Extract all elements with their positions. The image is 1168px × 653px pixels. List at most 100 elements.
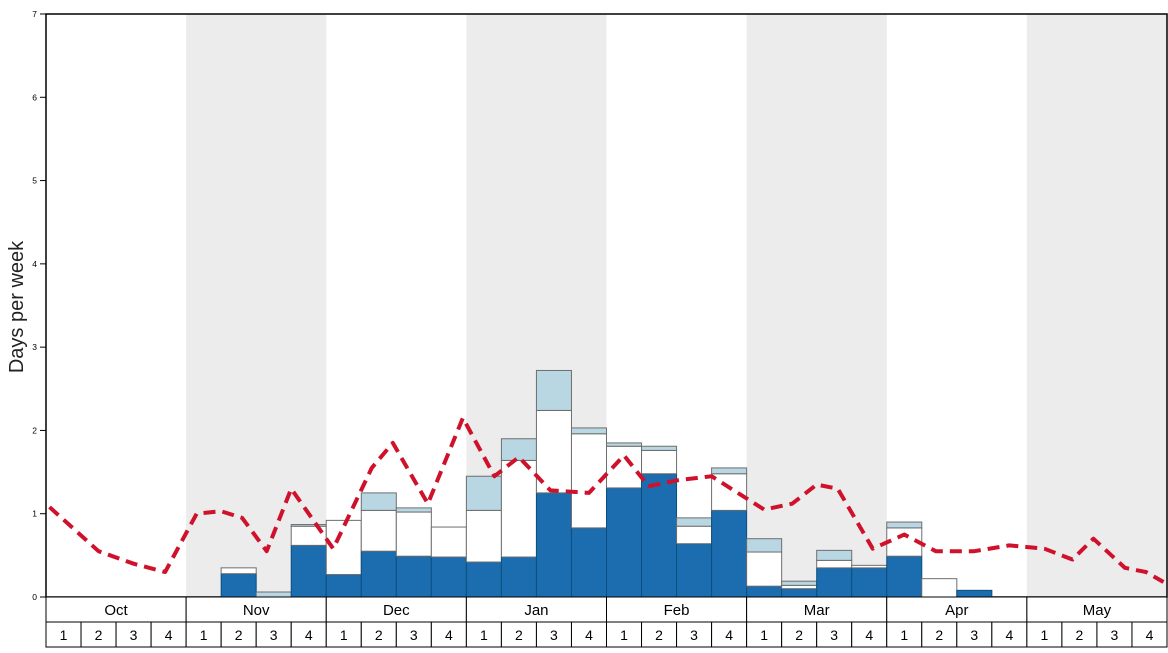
month-label-feb: Feb [664,602,690,619]
bar-segment-white-bar [641,449,678,475]
week-label: 4 [1005,627,1013,643]
bar-segment-dark-blue-bar [641,473,678,598]
week-label: 3 [270,627,278,643]
week-label: 2 [935,627,943,643]
week-label: 1 [200,627,208,643]
week-label: 2 [375,627,383,643]
bar-segment-white-bar [395,511,432,557]
y-tick-label: 7 [32,9,37,19]
week-cell [500,621,537,648]
bar-segment-light-blue-bar [781,580,818,586]
month-label-mar: Mar [804,602,830,619]
y-tick-label: 4 [32,259,37,269]
week-label: 1 [760,627,768,643]
bar-segment-dark-blue-bar [395,555,432,598]
bar-segment-dark-blue-bar [325,574,362,598]
week-label: 4 [305,627,313,643]
week-label: 4 [865,627,873,643]
month-cell-dec [325,596,467,623]
week-cell [395,621,432,648]
bar-segment-dark-blue-bar [465,561,502,598]
bar-segment-light-blue-bar [676,517,713,527]
week-label: 2 [95,627,103,643]
week-cell [746,621,783,648]
bar-segment-dark-blue-bar [851,567,888,598]
week-label: 2 [795,627,803,643]
y-tick-label: 1 [32,509,37,519]
week-label: 4 [165,627,173,643]
week-label: 4 [1146,627,1154,643]
week-label: 3 [970,627,978,643]
week-label: 2 [515,627,523,643]
bar-segment-white-bar [711,473,748,511]
week-cell [1131,621,1168,648]
month-shading-band [746,14,887,597]
y-axis-label: Days per week [6,240,28,374]
bar-segment-dark-blue-bar [886,555,923,598]
week-cell [535,621,572,648]
bar-segment-white-bar [921,578,958,598]
week-cell [816,621,853,648]
bar-segment-dark-blue-bar [570,527,607,598]
week-cell [325,621,362,648]
bar-segment-light-blue-bar [255,591,292,598]
month-label-apr: Apr [945,602,968,619]
bar-segment-dark-blue-bar [220,573,257,598]
week-cell [921,621,958,648]
week-label: 4 [445,627,453,643]
week-label: 2 [1076,627,1084,643]
month-label-nov: Nov [243,602,270,619]
month-label-may: May [1083,602,1112,619]
month-cell-jan [465,596,607,623]
bar-segment-dark-blue-bar [711,509,748,598]
month-label-dec: Dec [383,602,410,619]
week-cell [711,621,748,648]
month-label-jan: Jan [524,602,548,619]
month-shading-band [1026,14,1167,597]
bar-segment-light-blue-bar [500,438,537,461]
bar-segment-light-blue-bar [746,538,783,553]
bar-segment-dark-blue-bar [816,567,853,598]
y-tick-label: 0 [32,592,37,602]
bar-segment-white-bar [851,564,888,569]
week-label: 3 [830,627,838,643]
week-label: 3 [1111,627,1119,643]
bar-segment-white-bar [500,459,537,558]
bar-segment-light-blue-bar [606,442,643,447]
bar-segment-light-blue-bar [570,427,607,435]
week-cell [80,621,117,648]
bar-segment-light-blue-bar [535,369,572,411]
bar-segment-dark-blue-bar [956,589,993,598]
week-cell [641,621,678,648]
week-label: 3 [410,627,418,643]
y-tick-label: 2 [32,425,37,435]
y-tick-label: 5 [32,176,37,186]
bar-segment-white-bar [676,525,713,545]
bar-segment-dark-blue-bar [676,543,713,598]
bar-segment-light-blue-bar [711,467,748,475]
bar-segment-light-blue-bar [395,507,432,513]
week-cell [185,621,222,648]
bar-segment-dark-blue-bar [535,492,572,598]
week-label: 1 [480,627,488,643]
bar-segment-dark-blue-bar [746,585,783,598]
week-label: 4 [585,627,593,643]
week-cell [606,621,643,648]
bar-segment-dark-blue-bar [290,544,327,598]
week-label: 3 [550,627,558,643]
week-cell [115,621,152,648]
y-tick-label: 3 [32,342,37,352]
week-label: 3 [690,627,698,643]
week-label: 1 [60,627,68,643]
bar-segment-dark-blue-bar [781,588,818,598]
month-shading-band [186,14,327,597]
week-label: 1 [620,627,628,643]
bar-segment-white-bar [816,559,853,569]
bar-segment-white-bar [220,567,257,575]
week-cell [956,621,993,648]
month-label-oct: Oct [104,602,128,619]
bar-segment-white-bar [465,509,502,563]
bar-segment-light-blue-bar [816,549,853,561]
